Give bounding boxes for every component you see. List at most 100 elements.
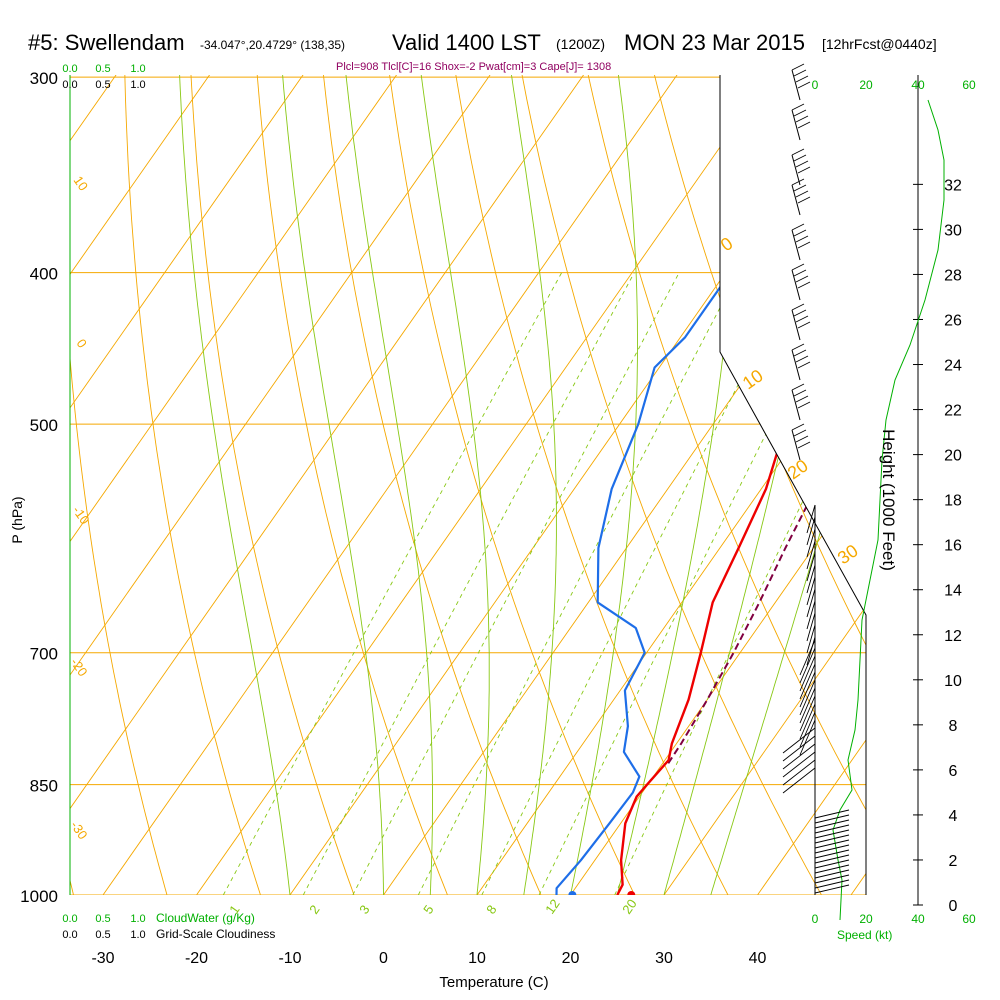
valid-time: Valid 1400 LST	[392, 30, 541, 55]
mixing-ratio-line	[302, 272, 635, 895]
wind-barb	[791, 184, 801, 216]
wind-barb	[791, 349, 801, 381]
cloudiness-scale-top: 1.0	[130, 79, 145, 91]
wind-barb	[799, 671, 816, 708]
cloudiness-label: Grid-Scale Cloudiness	[156, 927, 275, 941]
dewpoint-trace	[555, 75, 834, 895]
wind-barb-flag	[791, 63, 805, 71]
height-tick-label: 16	[944, 538, 962, 555]
wind-barb-flag	[797, 121, 811, 129]
wind-barb-flag	[797, 361, 811, 369]
wind-barb	[814, 859, 850, 869]
height-axis-title: Height (1000 Feet)	[879, 429, 898, 571]
wind-barb	[806, 636, 816, 666]
dry-adiabat-label: -20	[68, 655, 91, 679]
cloudwater-scale-top: 0.0	[62, 63, 77, 75]
height-tick-label: 2	[949, 853, 958, 870]
wind-barb-flag	[793, 309, 807, 317]
temperature-tick-label: 20	[562, 950, 580, 967]
wind-barb	[799, 703, 816, 740]
wind-barb-flag	[791, 103, 805, 111]
dry-adiabat	[186, 75, 355, 895]
surface-dewpoint-dot	[568, 891, 577, 895]
isotherm	[70, 75, 296, 895]
forecast-info: [12hrFcst@0440z]	[822, 36, 937, 52]
moist-adiabat	[406, 75, 490, 895]
wind-barb	[791, 429, 801, 461]
moist-adiabat	[274, 75, 384, 895]
wind-barb	[806, 552, 816, 582]
isotherm	[383, 75, 866, 895]
sounding-params: Plcl=908 Tlcl[C]=16 Shox=-2 Pwat[cm]=3 C…	[336, 61, 611, 73]
dry-adiabat	[70, 75, 74, 895]
wind-barb-flag	[797, 281, 811, 289]
wind-barb	[806, 564, 816, 594]
height-tick-label: 14	[944, 583, 962, 600]
wind-barb	[782, 767, 816, 794]
temperature-tick-label: 40	[749, 950, 767, 967]
dry-adiabat	[70, 75, 168, 895]
isotherm	[70, 75, 202, 895]
temperature-trace	[616, 75, 866, 895]
mixing-ratio-label: 20	[619, 896, 640, 916]
dry-adiabat	[626, 75, 866, 895]
wind-barb-flag	[797, 81, 811, 89]
height-tick-label: 8	[949, 718, 958, 735]
moist-adiabat	[663, 75, 860, 895]
wind-speed-profile	[832, 99, 945, 921]
plot-outline	[719, 75, 867, 895]
wind-barb	[782, 759, 816, 786]
forecast-date: MON 23 Mar 2015	[624, 30, 805, 55]
station-coords: -34.047°,20.4729° (138,35)	[200, 38, 345, 52]
station-title: #5: Swellendam	[28, 30, 185, 55]
mixing-ratio-line	[481, 272, 797, 895]
wind-barb	[791, 109, 801, 141]
speed-tick-label-top: 60	[962, 78, 976, 92]
moist-adiabat	[570, 75, 638, 895]
pressure-tick-label: 700	[30, 645, 58, 664]
cloudwater-scale-bottom: 0.5	[95, 913, 110, 925]
wind-barb-flag	[795, 160, 809, 168]
wind-barb	[782, 727, 816, 754]
cloudwater-scale-top: 0.5	[95, 63, 110, 75]
cloudwater-scale-bottom: 0.0	[62, 913, 77, 925]
temperature-tick-label: 10	[468, 950, 486, 967]
wind-barb-flag	[795, 190, 809, 198]
wind-barb	[782, 735, 816, 762]
speed-tick-label-top: 0	[812, 78, 819, 92]
moist-adiabat	[710, 75, 866, 895]
wind-barb-flag	[791, 263, 805, 271]
pressure-tick-label: 400	[30, 265, 58, 284]
dry-adiabat	[123, 75, 261, 895]
wind-barb-flag	[791, 148, 805, 156]
height-tick-label: 4	[949, 808, 958, 825]
wind-barb-flag	[797, 166, 811, 174]
wind-barb	[782, 743, 816, 770]
wind-barb	[799, 679, 816, 716]
theta-label: 10	[739, 365, 767, 393]
isotherm	[476, 75, 866, 895]
wind-barb	[814, 874, 850, 884]
mixing-ratio-label: 5	[420, 902, 436, 917]
wind-barb	[814, 849, 850, 859]
isotherm	[850, 75, 866, 895]
isotherm	[0, 0, 14, 895]
pressure-axis-title: P (hPa)	[9, 496, 25, 543]
wind-barb-flag	[791, 303, 805, 311]
isotherm	[663, 75, 866, 895]
speed-tick-label-bottom: 40	[911, 912, 925, 926]
pressure-tick-label: 500	[30, 416, 58, 435]
moist-adiabat	[494, 75, 557, 895]
mixing-ratio-line	[222, 272, 563, 895]
wind-barb	[814, 854, 850, 864]
dry-adiabat-label: 0	[74, 336, 90, 351]
wind-barb-flag	[795, 315, 809, 323]
speed-tick-label-top: 40	[911, 78, 925, 92]
wind-barb-flag	[793, 184, 807, 192]
wind-barb	[814, 884, 850, 894]
cloudiness-scale-bottom: 0.0	[62, 929, 77, 941]
dry-adiabat	[438, 75, 729, 895]
isotherm	[570, 75, 866, 895]
wind-barb-flag	[795, 435, 809, 443]
mixing-ratio-line	[352, 272, 680, 895]
